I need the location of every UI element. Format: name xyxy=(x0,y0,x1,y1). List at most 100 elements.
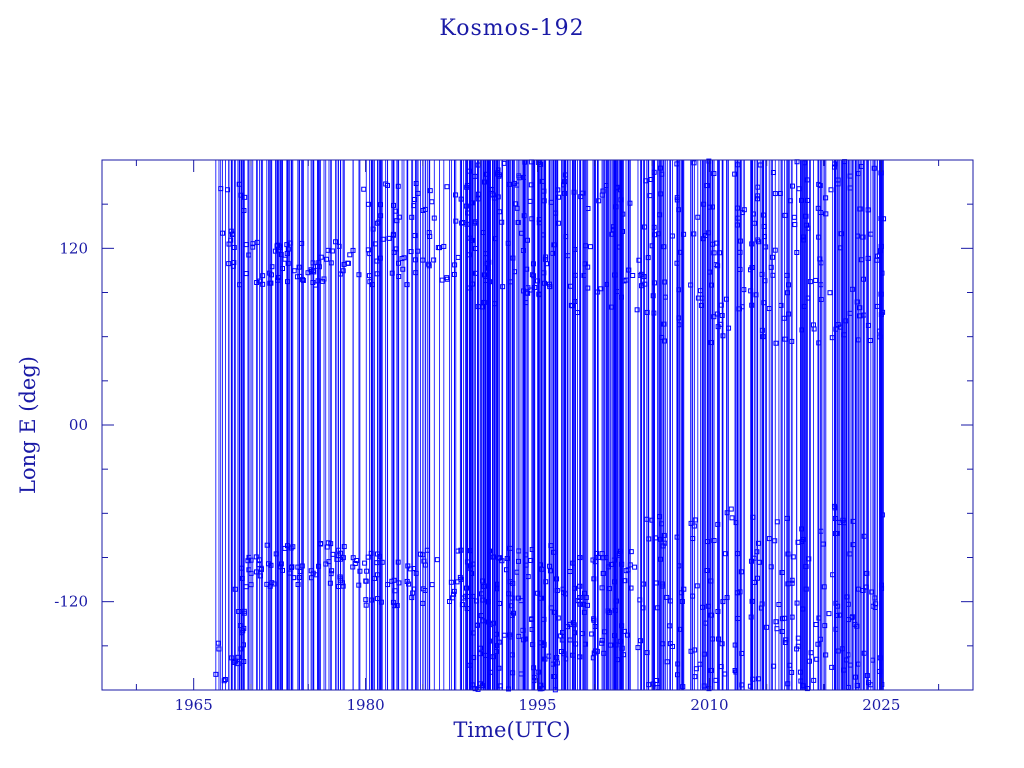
data-point xyxy=(427,188,433,194)
data-point xyxy=(768,264,774,270)
data-point xyxy=(504,555,510,561)
data-point xyxy=(770,272,776,278)
data-point xyxy=(589,631,595,637)
data-point xyxy=(300,277,306,283)
data-point xyxy=(296,264,302,270)
data-point xyxy=(841,332,847,338)
data-point xyxy=(785,551,791,557)
data-point xyxy=(643,178,649,184)
data-point xyxy=(395,183,401,189)
data-point xyxy=(300,277,306,283)
plot-data-layer xyxy=(213,158,887,693)
data-point xyxy=(372,241,378,247)
data-point xyxy=(755,193,761,199)
data-point xyxy=(415,248,421,254)
data-point xyxy=(789,614,795,620)
data-point xyxy=(828,187,834,193)
data-point xyxy=(759,327,765,333)
data-point xyxy=(356,272,362,278)
data-point xyxy=(805,225,811,231)
data-point xyxy=(299,563,305,569)
data-point xyxy=(823,652,829,658)
data-point xyxy=(766,536,772,542)
data-point xyxy=(329,568,335,574)
data-point xyxy=(695,295,701,301)
data-point xyxy=(697,661,703,667)
data-point xyxy=(400,266,406,272)
data-point xyxy=(337,578,343,584)
data-point xyxy=(493,649,499,655)
data-point xyxy=(482,652,488,658)
data-point xyxy=(583,243,589,249)
data-point xyxy=(489,187,495,193)
data-point xyxy=(422,562,428,568)
data-point xyxy=(587,244,593,250)
data-point xyxy=(356,582,362,588)
data-point xyxy=(736,306,742,312)
data-point xyxy=(800,683,806,689)
data-point xyxy=(547,284,553,290)
y-tick-label: 00 xyxy=(69,416,88,434)
data-point xyxy=(575,598,581,604)
data-point xyxy=(296,574,302,580)
data-point xyxy=(239,565,245,571)
data-point xyxy=(694,583,700,589)
data-point xyxy=(250,241,256,247)
data-point xyxy=(254,279,260,285)
data-point xyxy=(548,605,554,611)
data-point xyxy=(321,276,327,282)
data-point xyxy=(457,574,463,580)
data-point xyxy=(324,544,330,550)
data-point xyxy=(817,256,823,262)
data-point xyxy=(857,305,863,311)
data-point xyxy=(759,271,765,277)
data-point xyxy=(357,568,363,574)
data-point xyxy=(600,188,606,194)
data-point xyxy=(282,545,288,551)
data-point xyxy=(547,568,553,574)
data-point xyxy=(274,242,280,248)
data-point xyxy=(645,255,651,261)
data-point xyxy=(816,181,822,187)
data-point xyxy=(455,254,461,260)
data-point xyxy=(429,199,435,205)
data-point xyxy=(624,632,630,638)
data-point xyxy=(473,270,479,276)
data-point xyxy=(531,674,537,680)
data-point xyxy=(704,568,710,574)
data-point xyxy=(538,682,544,688)
data-point xyxy=(760,334,766,340)
data-point xyxy=(278,561,284,567)
data-point xyxy=(581,590,587,596)
data-point xyxy=(715,521,721,527)
data-point xyxy=(529,626,535,632)
data-point xyxy=(782,639,788,645)
data-point xyxy=(644,309,650,315)
x-tick-label: 1965 xyxy=(175,696,213,714)
data-point xyxy=(472,220,478,226)
data-point xyxy=(486,259,492,265)
data-point xyxy=(238,646,244,652)
data-point xyxy=(483,251,489,257)
data-point xyxy=(785,581,791,587)
data-point xyxy=(653,580,659,586)
data-point xyxy=(734,590,740,596)
data-point xyxy=(580,601,586,607)
data-point xyxy=(707,204,713,210)
data-point xyxy=(749,598,755,604)
data-point xyxy=(729,515,735,521)
data-point xyxy=(459,602,465,608)
data-point xyxy=(815,205,821,211)
data-point xyxy=(794,600,800,606)
data-point xyxy=(823,211,829,217)
data-point xyxy=(785,681,791,687)
data-point xyxy=(874,303,880,309)
data-point xyxy=(826,611,832,617)
data-point xyxy=(336,243,342,249)
data-point xyxy=(795,635,801,641)
data-point xyxy=(411,565,417,571)
data-point xyxy=(813,277,819,283)
data-point xyxy=(619,561,625,567)
data-point xyxy=(408,249,414,255)
data-point xyxy=(352,561,358,567)
